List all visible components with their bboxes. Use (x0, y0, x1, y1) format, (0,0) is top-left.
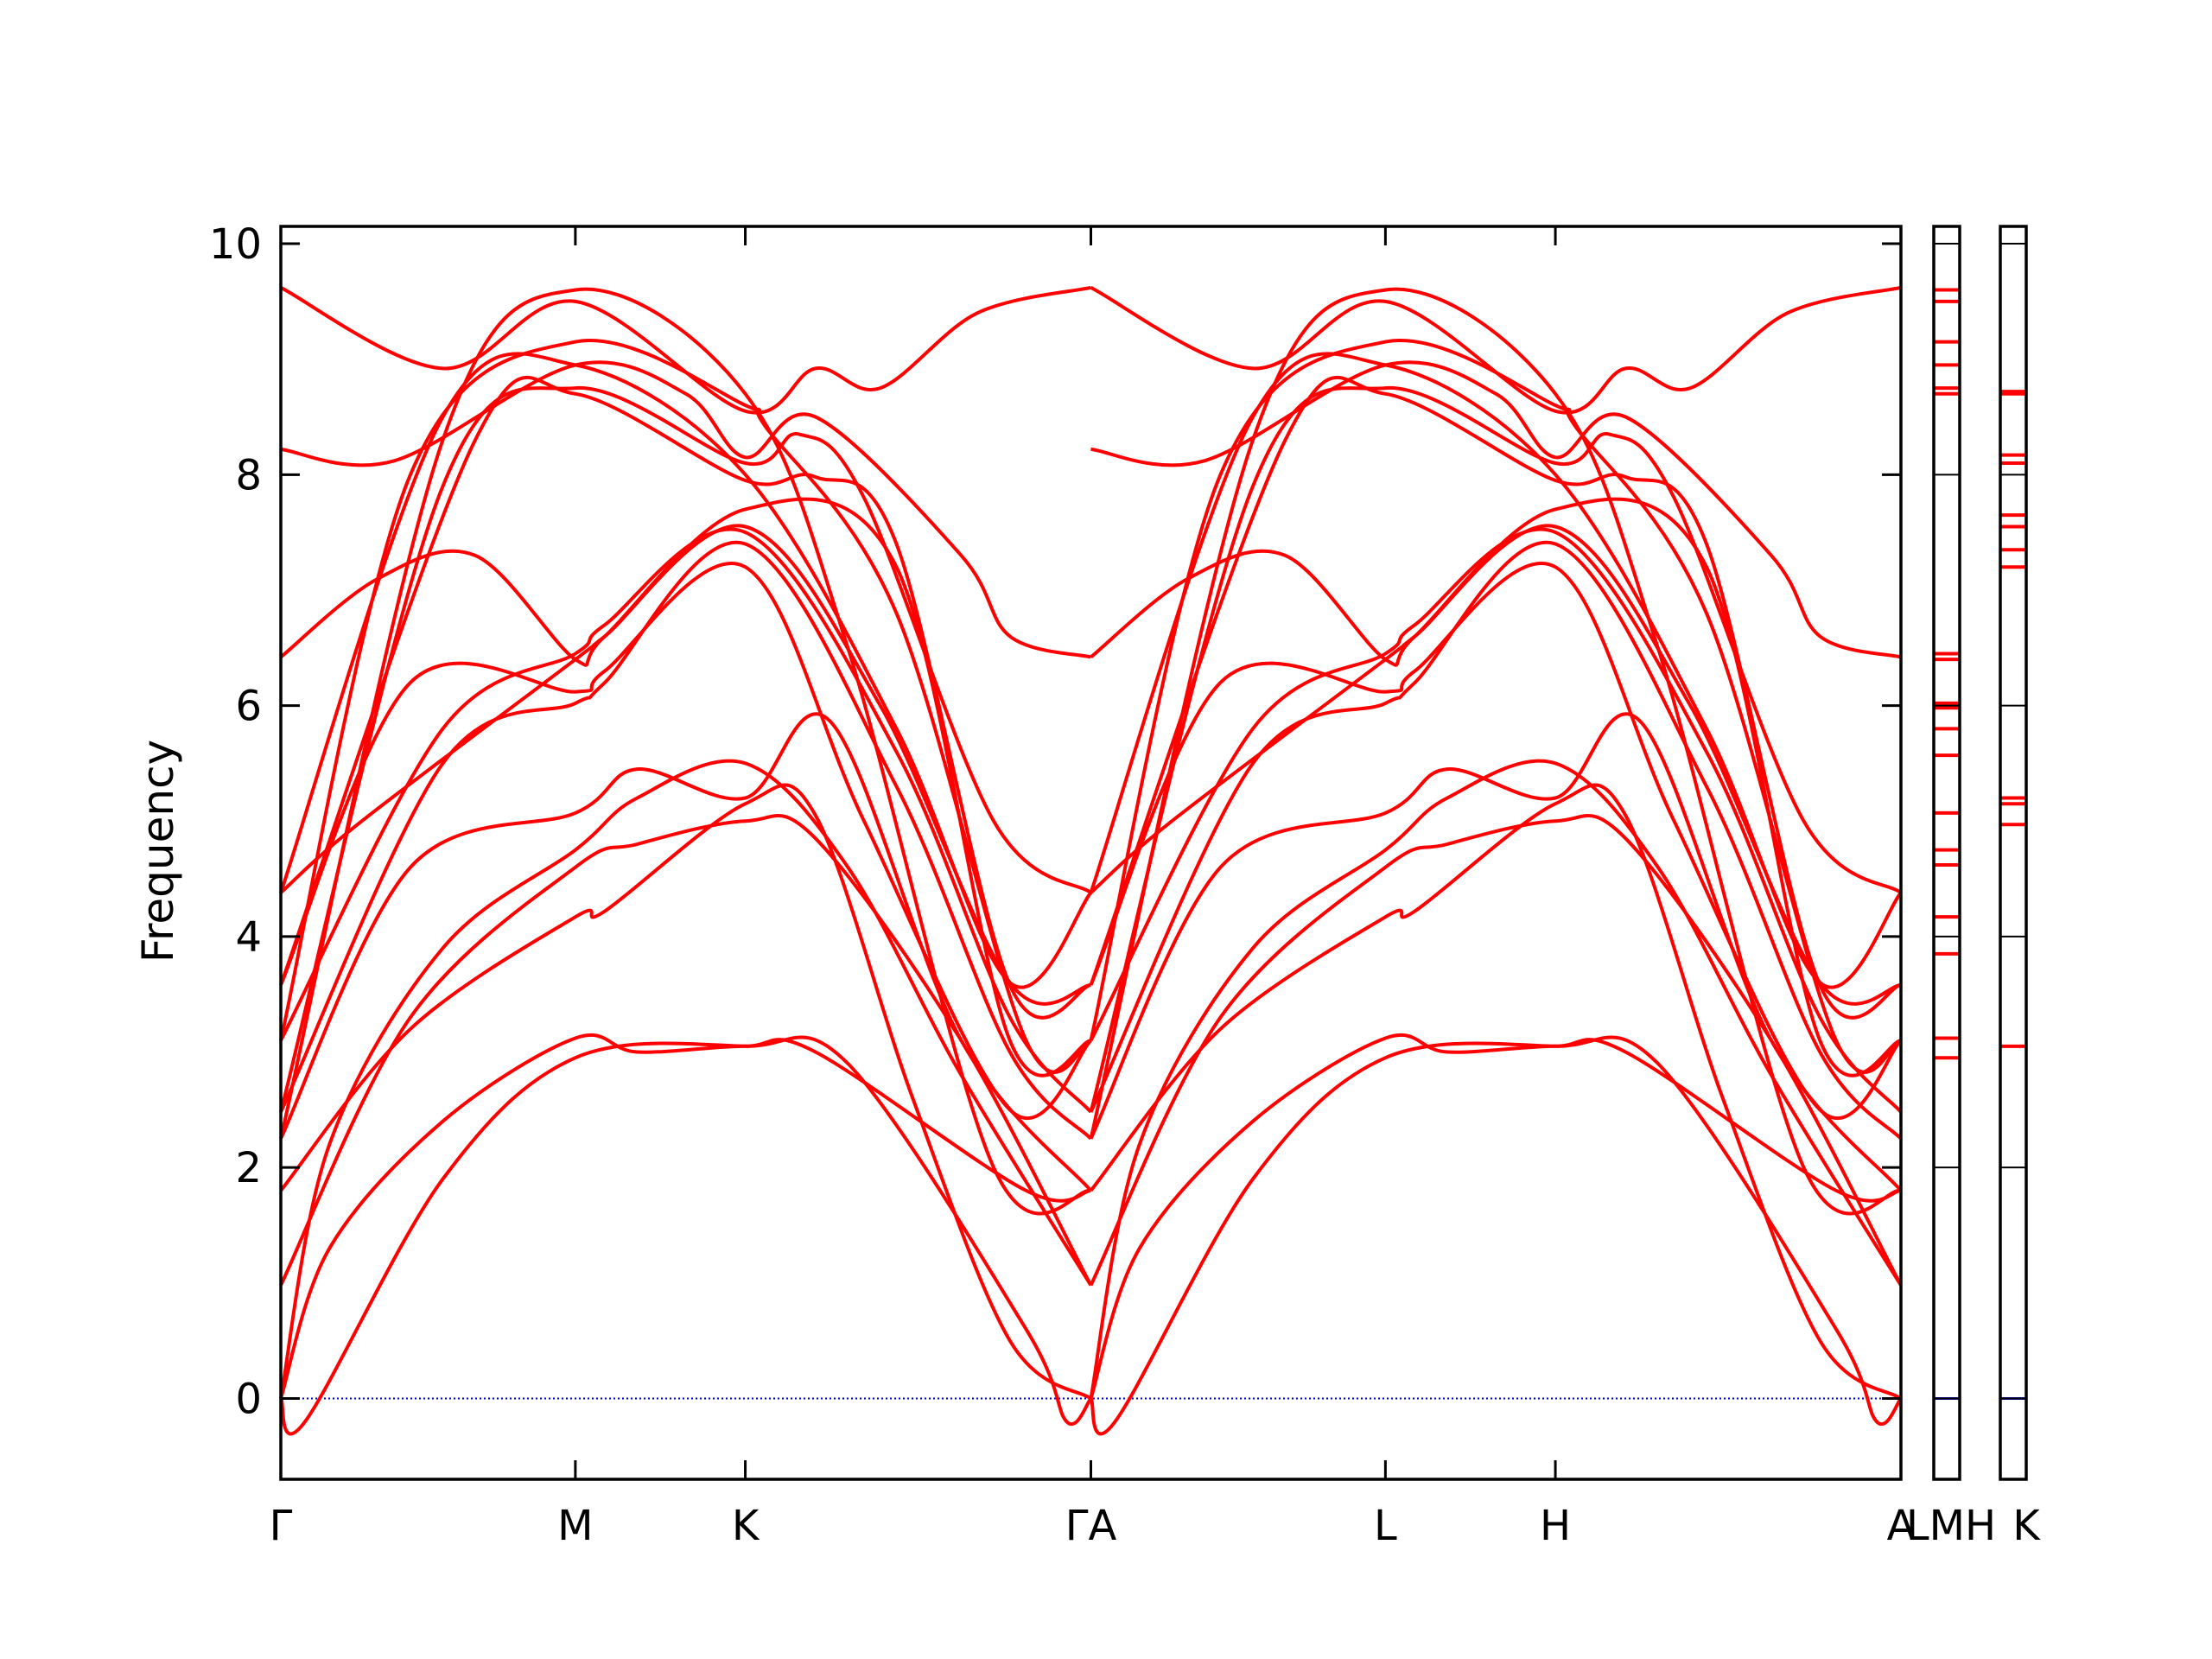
panel-frame (1999, 225, 2028, 1481)
band-13-segment-1 (279, 386, 1092, 1113)
band-1-segment-1 (279, 759, 1093, 1399)
band-18-segment-1 (279, 352, 1093, 989)
band-7-segment-2 (1089, 540, 1903, 1141)
band-15-segment-2 (1089, 339, 1902, 1074)
y-axis-label: Frequency (133, 740, 183, 963)
panel-label: K (2012, 1502, 2041, 1550)
band-1-segment-2 (1089, 759, 1903, 1399)
band-6-segment-2 (1089, 712, 1903, 1192)
panel-label: LMH (1906, 1502, 1996, 1550)
band-18-segment-2 (1089, 352, 1903, 989)
band-5-segment-1 (279, 783, 1092, 1401)
x-tick-label: ΓA (1065, 1502, 1117, 1550)
band-15-segment-1 (279, 339, 1092, 1074)
band-9-segment-2 (1089, 562, 1903, 1120)
band-16-segment-1 (280, 285, 1091, 415)
x-tick-label: H (1540, 1502, 1571, 1550)
x-tick-label: Γ (270, 1502, 293, 1550)
main-plot-area: 0 2 4 6 8 10 Γ M K ΓA L H A (209, 220, 1916, 1550)
band-17-segment-1 (279, 287, 1091, 1216)
side-panel-lmh: LMH (1906, 225, 1996, 1550)
band-6-segment-1 (279, 712, 1093, 1192)
y-tick-label: 8 (235, 451, 262, 499)
y-tick-label: 10 (209, 220, 262, 269)
band-10-segment-1 (279, 524, 1091, 1006)
band-13-segment-2 (1089, 386, 1903, 1113)
band-3-segment-1 (279, 1035, 1093, 1436)
band-4-segment-2 (1089, 1033, 1902, 1400)
x-tick-label: A (1887, 1502, 1916, 1550)
band-10-segment-2 (1090, 524, 1902, 1006)
band-17-segment-2 (1089, 287, 1902, 1216)
band-11-segment-1 (279, 497, 1092, 1077)
side-panel-k: K (1999, 225, 2041, 1550)
band-9-segment-1 (279, 562, 1092, 1120)
band-3-segment-2 (1089, 1035, 1903, 1436)
panel-frame (1932, 225, 1961, 1481)
band-4-segment-1 (279, 1033, 1091, 1400)
plot-frame (279, 225, 1903, 1481)
y-tick-label: 2 (235, 1144, 262, 1192)
band-16-segment-2 (1090, 285, 1902, 415)
y-tick-label: 4 (235, 913, 262, 962)
x-tick-label: L (1374, 1502, 1397, 1550)
band-11-segment-2 (1090, 497, 1902, 1077)
band-7-segment-1 (279, 540, 1092, 1141)
y-tick-label: 0 (235, 1375, 262, 1423)
x-tick-label: K (732, 1502, 760, 1550)
y-tick-label: 6 (235, 683, 262, 731)
x-tick-label: M (557, 1502, 593, 1550)
band-5-segment-2 (1089, 783, 1903, 1401)
